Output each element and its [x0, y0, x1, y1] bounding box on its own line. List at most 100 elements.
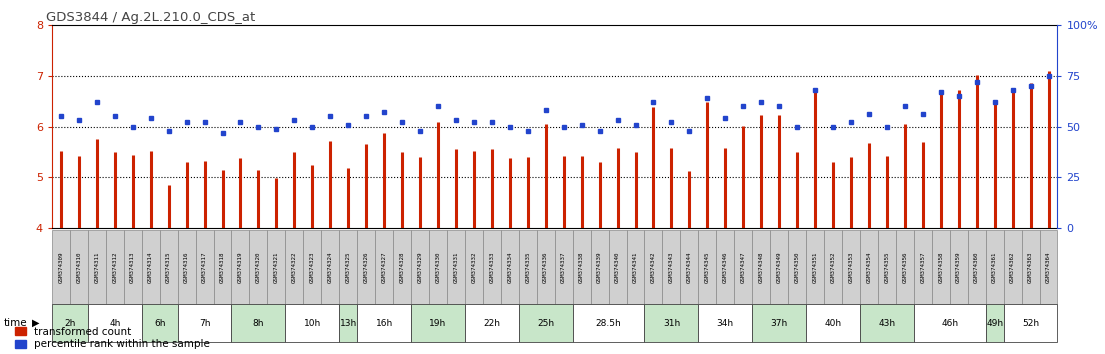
- Text: GSM374357: GSM374357: [920, 252, 925, 283]
- Text: GSM374320: GSM374320: [256, 252, 261, 283]
- Text: GSM374349: GSM374349: [777, 252, 781, 283]
- Bar: [339, 304, 357, 342]
- Bar: [824, 230, 842, 304]
- Text: time: time: [3, 318, 27, 328]
- Bar: [483, 230, 501, 304]
- Text: GSM374319: GSM374319: [238, 252, 243, 283]
- Text: GSM374352: GSM374352: [831, 252, 835, 283]
- Bar: [663, 230, 681, 304]
- Text: GSM374315: GSM374315: [166, 252, 171, 283]
- Text: ▶: ▶: [32, 318, 40, 328]
- Text: GSM374356: GSM374356: [903, 252, 907, 283]
- Text: GSM374361: GSM374361: [992, 252, 997, 283]
- Bar: [501, 230, 518, 304]
- Bar: [446, 230, 465, 304]
- Text: GSM374324: GSM374324: [328, 252, 333, 283]
- Text: GSM374317: GSM374317: [202, 252, 207, 283]
- Text: GSM374318: GSM374318: [220, 252, 225, 283]
- Bar: [860, 230, 877, 304]
- Bar: [285, 304, 339, 342]
- Text: GSM374358: GSM374358: [938, 252, 944, 283]
- Text: 7h: 7h: [199, 319, 210, 327]
- Bar: [986, 230, 1003, 304]
- Text: GSM374329: GSM374329: [418, 252, 422, 283]
- Text: GSM374340: GSM374340: [615, 252, 620, 283]
- Text: GSM374364: GSM374364: [1046, 252, 1051, 283]
- Bar: [914, 230, 932, 304]
- Bar: [411, 304, 465, 342]
- Bar: [518, 304, 572, 342]
- Text: GSM374345: GSM374345: [705, 252, 709, 283]
- Text: 8h: 8h: [253, 319, 264, 327]
- Bar: [196, 230, 213, 304]
- Text: GSM374331: GSM374331: [453, 252, 459, 283]
- Text: GSM374335: GSM374335: [525, 252, 530, 283]
- Bar: [716, 230, 734, 304]
- Text: 46h: 46h: [941, 319, 958, 327]
- Bar: [986, 304, 1003, 342]
- Text: GSM374322: GSM374322: [292, 252, 297, 283]
- Text: GDS3844 / Ag.2L.210.0_CDS_at: GDS3844 / Ag.2L.210.0_CDS_at: [46, 11, 255, 24]
- Bar: [807, 230, 824, 304]
- Bar: [698, 230, 716, 304]
- Bar: [788, 230, 806, 304]
- Bar: [124, 230, 141, 304]
- Bar: [753, 304, 806, 342]
- Bar: [1003, 230, 1021, 304]
- Text: GSM374338: GSM374338: [579, 252, 585, 283]
- Bar: [1021, 230, 1040, 304]
- Bar: [949, 230, 968, 304]
- Text: GSM374310: GSM374310: [76, 252, 82, 283]
- Text: GSM374344: GSM374344: [687, 252, 692, 283]
- Bar: [896, 230, 914, 304]
- Bar: [250, 230, 267, 304]
- Bar: [681, 230, 698, 304]
- Text: 49h: 49h: [986, 319, 1003, 327]
- Bar: [339, 230, 357, 304]
- Text: GSM374351: GSM374351: [812, 252, 818, 283]
- Bar: [572, 304, 644, 342]
- Text: GSM374359: GSM374359: [956, 252, 961, 283]
- Bar: [285, 230, 303, 304]
- Bar: [914, 304, 986, 342]
- Bar: [232, 304, 285, 342]
- Text: 37h: 37h: [770, 319, 788, 327]
- Bar: [644, 230, 662, 304]
- Text: GSM374312: GSM374312: [113, 252, 117, 283]
- Text: GSM374336: GSM374336: [544, 252, 548, 283]
- Bar: [877, 230, 896, 304]
- Text: GSM374325: GSM374325: [346, 252, 350, 283]
- Text: GSM374355: GSM374355: [884, 252, 890, 283]
- Text: GSM374326: GSM374326: [364, 252, 369, 283]
- Legend: transformed count, percentile rank within the sample: transformed count, percentile rank withi…: [15, 327, 210, 349]
- Bar: [322, 230, 339, 304]
- Bar: [555, 230, 572, 304]
- Bar: [141, 304, 178, 342]
- Bar: [375, 230, 393, 304]
- Bar: [627, 230, 644, 304]
- Text: 13h: 13h: [339, 319, 357, 327]
- Text: GSM374311: GSM374311: [94, 252, 99, 283]
- Text: GSM374350: GSM374350: [794, 252, 800, 283]
- Text: 28.5h: 28.5h: [596, 319, 621, 327]
- Bar: [429, 230, 446, 304]
- Bar: [842, 230, 860, 304]
- Text: GSM374328: GSM374328: [400, 252, 404, 283]
- Text: 19h: 19h: [430, 319, 446, 327]
- Text: 34h: 34h: [717, 319, 734, 327]
- Text: 10h: 10h: [304, 319, 320, 327]
- Bar: [303, 230, 322, 304]
- Text: GSM374341: GSM374341: [633, 252, 638, 283]
- Bar: [88, 230, 106, 304]
- Bar: [88, 304, 141, 342]
- Bar: [52, 230, 70, 304]
- Text: GSM374330: GSM374330: [435, 252, 441, 283]
- Bar: [644, 304, 698, 342]
- Text: 4h: 4h: [109, 319, 120, 327]
- Text: GSM374342: GSM374342: [651, 252, 656, 283]
- Bar: [1003, 304, 1057, 342]
- Text: 52h: 52h: [1022, 319, 1039, 327]
- Bar: [178, 304, 232, 342]
- Bar: [70, 230, 88, 304]
- Text: GSM374313: GSM374313: [130, 252, 135, 283]
